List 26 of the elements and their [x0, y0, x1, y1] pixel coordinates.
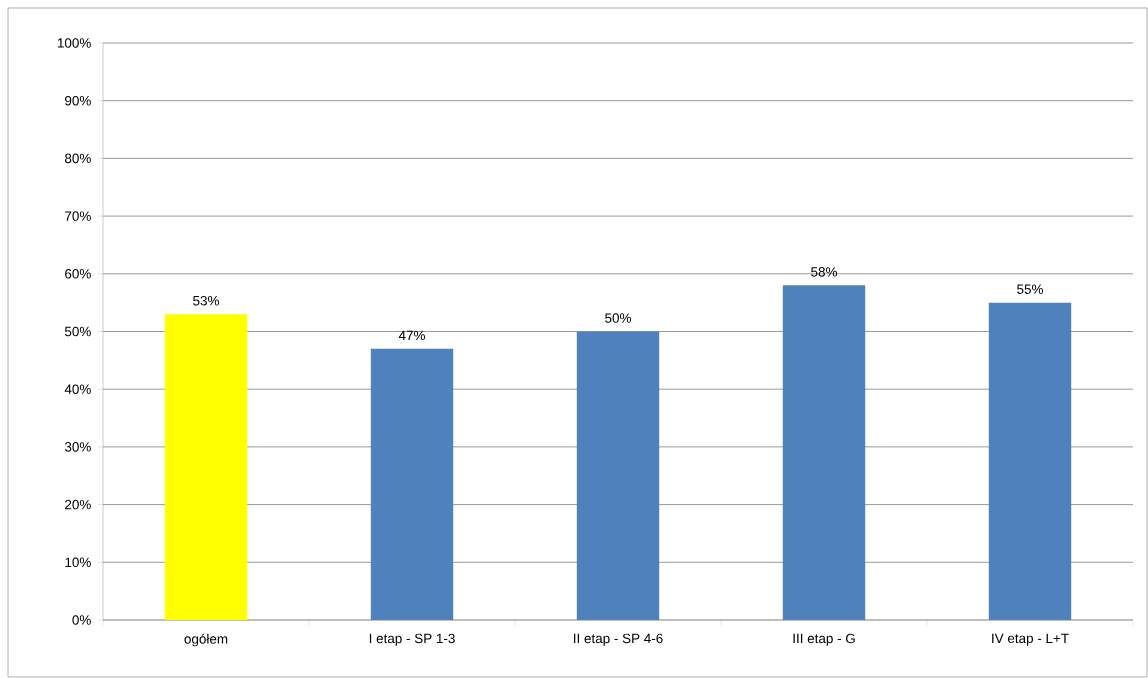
x-tick-label: I etap - SP 1-3: [369, 633, 455, 646]
data-label: 58%: [811, 267, 837, 277]
y-tick-label: 100%: [57, 38, 91, 48]
y-tick-label: 20%: [65, 499, 91, 510]
y-tick-label: 50%: [64, 326, 91, 337]
bar: [164, 314, 248, 620]
bar: [782, 285, 866, 620]
y-tick-label: 90%: [65, 95, 91, 106]
y-tick-label: 70%: [65, 211, 91, 221]
x-tick-label: IV etap - L+T: [992, 633, 1069, 646]
bar: [988, 302, 1072, 620]
y-tick-label: 40%: [64, 384, 91, 394]
data-label: 55%: [1017, 284, 1043, 294]
bar: [370, 348, 454, 620]
data-label: 50%: [605, 313, 631, 323]
data-label: 53%: [193, 295, 219, 306]
y-tick-label: 0%: [72, 615, 91, 625]
x-tick-label: III etap - G: [793, 633, 855, 646]
y-tick-label: 80%: [64, 153, 91, 164]
bar: [576, 331, 660, 620]
y-tick-label: 10%: [65, 557, 91, 568]
y-tick-label: 60%: [65, 269, 91, 279]
x-tick-label: ogółem: [184, 633, 228, 647]
x-tick-label: II etap - SP 4-6: [574, 633, 663, 646]
y-tick-label: 30%: [64, 442, 91, 452]
data-label: 47%: [398, 330, 425, 341]
